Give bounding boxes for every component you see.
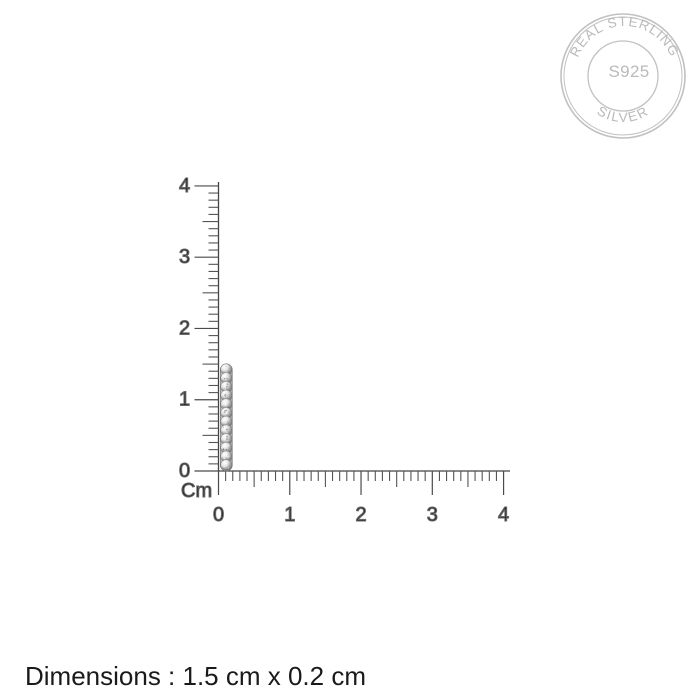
svg-text:0: 0 (213, 504, 224, 526)
svg-text:1: 1 (284, 504, 295, 526)
svg-text:REAL STERLING: REAL STERLING (567, 14, 682, 59)
svg-text:4: 4 (179, 175, 190, 197)
svg-text:0: 0 (179, 460, 190, 482)
svg-text:3: 3 (427, 504, 438, 526)
svg-text:SILVER: SILVER (595, 103, 652, 125)
svg-text:Cm: Cm (181, 480, 212, 502)
svg-text:4: 4 (498, 504, 509, 526)
svg-text:3: 3 (179, 246, 190, 268)
svg-text:2: 2 (355, 504, 366, 526)
svg-text:2: 2 (179, 317, 190, 339)
svg-text:S925: S925 (609, 62, 650, 81)
svg-text:1: 1 (179, 389, 190, 411)
